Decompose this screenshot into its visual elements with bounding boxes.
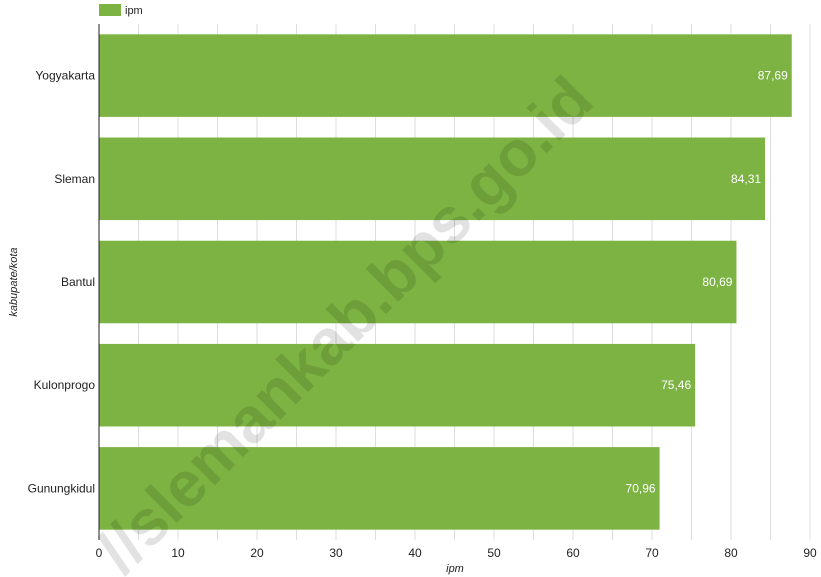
- bar: [99, 34, 792, 117]
- category-labels: Yogyakarta Sleman Bantul Kulonprogo Gunungki…: [28, 69, 96, 496]
- data-label: 80,69: [702, 275, 732, 289]
- data-label: 75,46: [661, 378, 691, 392]
- y-axis-title: kabupate/kota: [8, 247, 20, 316]
- x-tick-label: 40: [408, 546, 422, 560]
- bar: [99, 343, 696, 427]
- bar: [99, 137, 766, 221]
- x-tick-label: 50: [487, 546, 501, 560]
- category-label: Yogyakarta: [35, 69, 95, 83]
- x-tick-label: 30: [329, 546, 343, 560]
- x-tick-label: 90: [803, 546, 817, 560]
- bars: [99, 34, 792, 530]
- data-labels: 87,69 84,31 80,69 75,46 70,96: [626, 69, 789, 496]
- bar: [99, 240, 737, 324]
- legend-swatch: [99, 4, 121, 16]
- x-axis-title: ipm: [446, 563, 464, 575]
- legend-label: ipm: [125, 5, 143, 17]
- category-label: Gunungkidul: [28, 481, 95, 495]
- x-tick-label: 0: [96, 546, 103, 560]
- x-tick-label: 80: [724, 546, 738, 560]
- x-tick-label: 20: [250, 546, 264, 560]
- x-tick-label: 60: [566, 546, 580, 560]
- data-label: 70,96: [626, 481, 656, 495]
- x-axis-ticks: 0 10 20 30 40 50 60 70 80 90: [96, 546, 817, 560]
- data-label: 84,31: [731, 172, 761, 186]
- x-tick-label: 10: [171, 546, 185, 560]
- data-label: 87,69: [758, 69, 788, 83]
- x-tick-label: 70: [645, 546, 659, 560]
- category-label: Bantul: [61, 275, 95, 289]
- legend: ipm: [99, 4, 143, 17]
- bar: [99, 447, 660, 530]
- category-label: Kulonprogo: [34, 378, 96, 392]
- category-label: Sleman: [54, 172, 95, 186]
